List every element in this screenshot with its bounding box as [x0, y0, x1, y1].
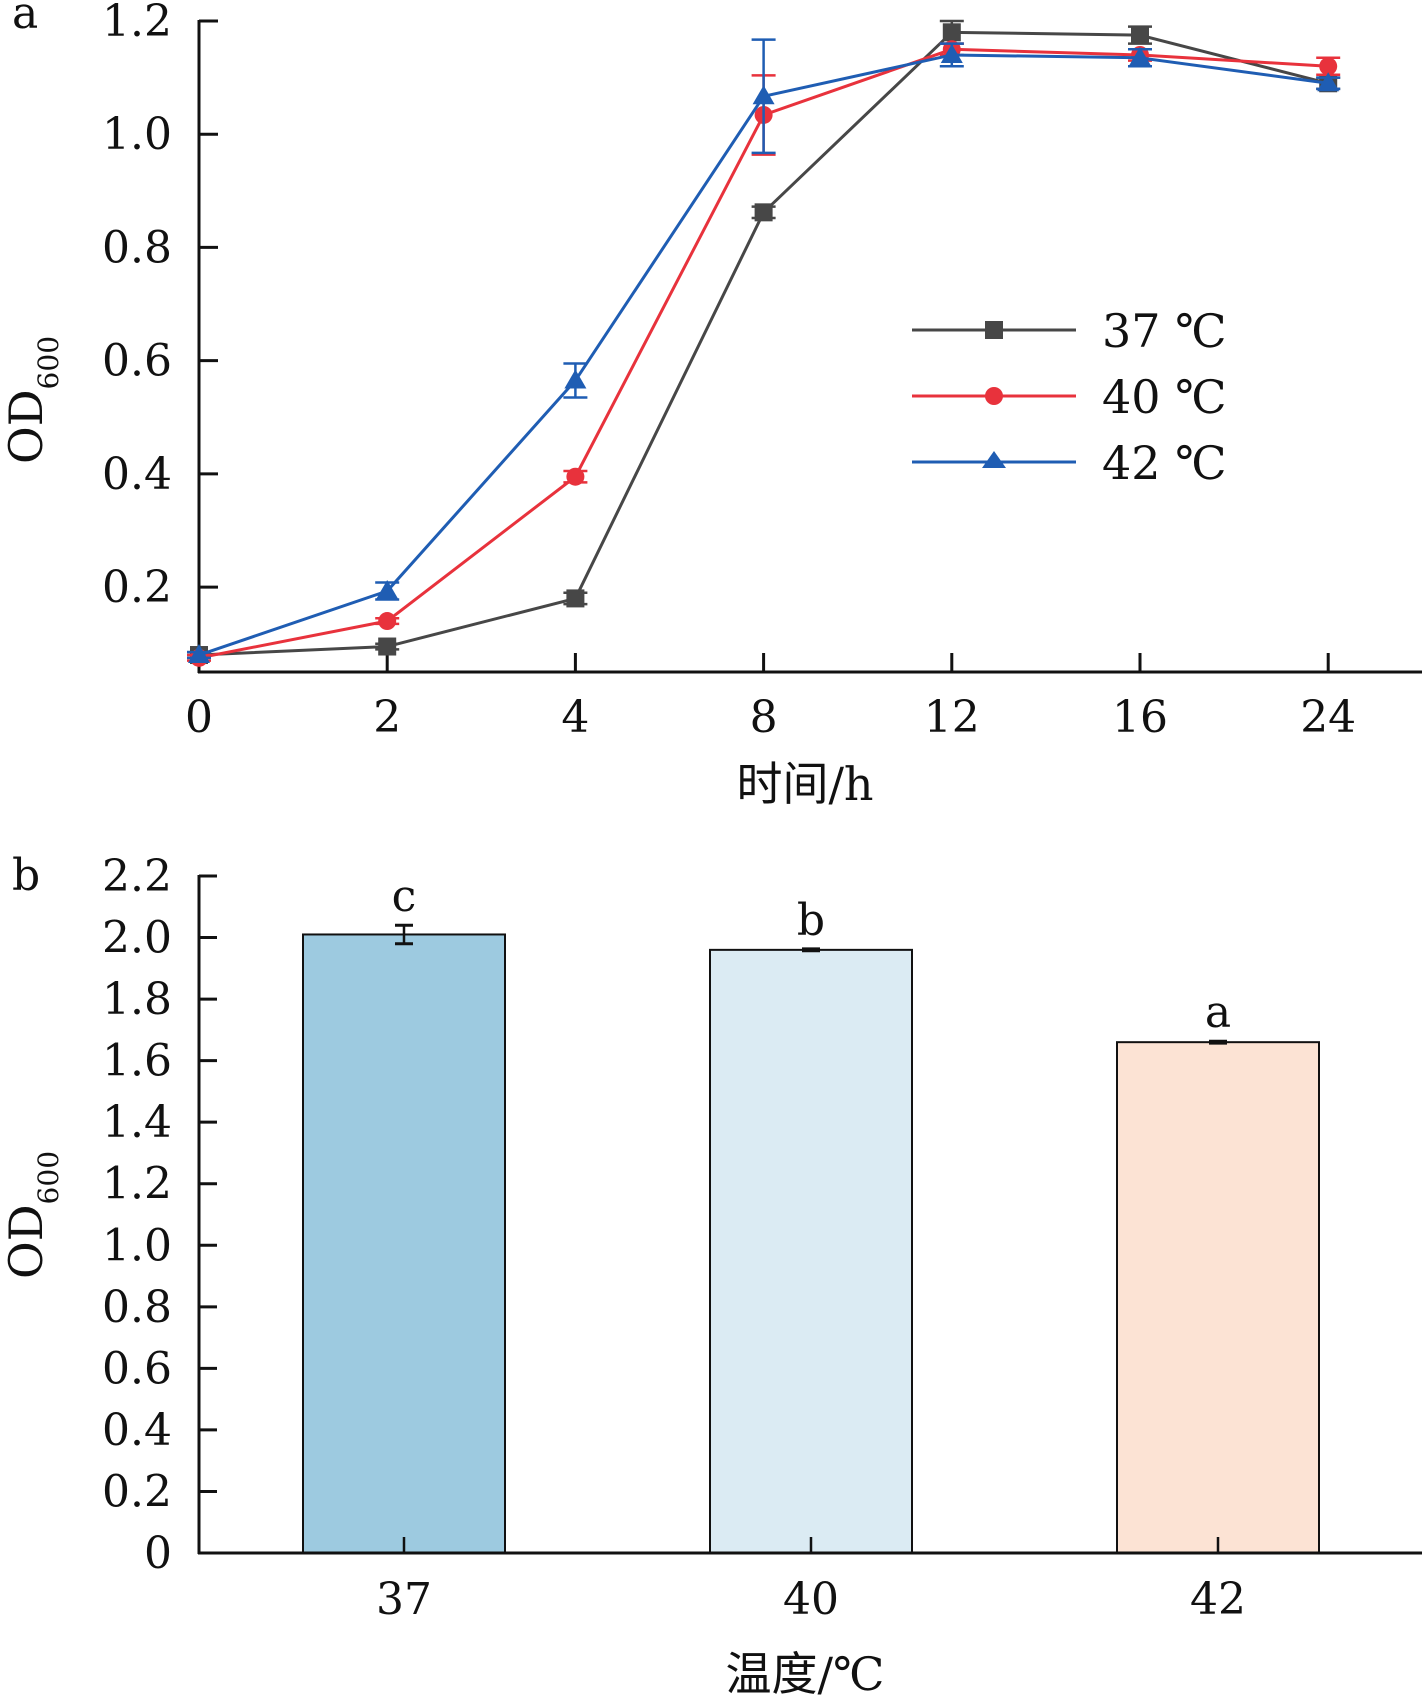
svg-text:OD600: OD600 — [0, 336, 65, 464]
data-point-triangle — [188, 644, 210, 664]
panel-a-y-tick-label: 0.2 — [102, 562, 172, 613]
panel-b-y-axis-title: OD600 — [0, 1151, 65, 1279]
data-point-triangle — [564, 369, 587, 389]
panel-a-x-tick-label: 24 — [1300, 692, 1356, 743]
panel-a-legend: 37 ℃ 40 ℃ 42 ℃ — [912, 304, 1227, 490]
data-point-square — [942, 23, 961, 42]
legend-item: 40 ℃ — [912, 370, 1227, 424]
panel-b-bar-chart: b 0 0.2 0.4 0.6 0.8 1.0 1.2 1.4 1.6 1.8 2.0 2.2 c b a… — [0, 850, 1422, 1699]
panel-a-x-tick-label: 12 — [924, 692, 980, 743]
panel-b-x-ticks: 37 40 42 — [376, 1537, 1246, 1625]
panel-b-y-ticks: 0 0.2 0.4 0.6 0.8 1.0 1.2 1.4 1.6 1.8 2.0 2.2 — [102, 851, 217, 1579]
svg-text:OD600: OD600 — [0, 1151, 65, 1279]
panel-a-y-axis-title: OD600 — [0, 336, 65, 464]
panel-b-x-tick-label: 42 — [1190, 1574, 1246, 1625]
data-point-triangle — [376, 580, 399, 600]
panel-a-y-tick-label: 0.8 — [102, 222, 172, 273]
significance-label: a — [1205, 987, 1231, 1038]
legend-marker-triangle — [982, 451, 1006, 468]
panel-a-y-tick-label: 1.0 — [102, 109, 172, 160]
panel-b-y-tick-label: 0.8 — [102, 1282, 172, 1333]
bar-group: a — [1116, 987, 1320, 1554]
panel-a-y-axis-title-subscript: 600 — [32, 336, 65, 389]
panel-a-x-tick-label: 0 — [185, 692, 213, 743]
panel-a-x-tick-label: 4 — [561, 692, 589, 743]
panel-a-y-ticks: 0.2 0.4 0.6 0.8 1.0 1.2 — [102, 0, 218, 613]
bar — [302, 933, 506, 1554]
panel-a-x-tick-label: 8 — [750, 692, 778, 743]
data-point-triangle — [940, 43, 963, 63]
data-point-circle — [1319, 57, 1338, 76]
bar — [1116, 1041, 1320, 1554]
significance-label: c — [392, 871, 417, 922]
legend-item: 37 ℃ — [912, 304, 1227, 358]
panel-b-y-tick-label: 2.0 — [102, 913, 172, 964]
panel-a-y-tick-label: 0.4 — [102, 449, 172, 500]
panel-b-y-tick-label: 0.6 — [102, 1343, 172, 1394]
data-point-circle — [378, 612, 397, 631]
panel-a-y-tick-label: 1.2 — [102, 0, 172, 47]
legend-label: 42 ℃ — [1102, 436, 1227, 490]
panel-a-label: a — [12, 0, 38, 39]
data-point-square — [1131, 26, 1149, 45]
significance-label: b — [797, 895, 825, 946]
panel-b-y-tick-label: 1.4 — [102, 1097, 172, 1148]
data-point-triangle — [752, 85, 775, 105]
legend-label: 37 ℃ — [1102, 304, 1227, 358]
panel-b-x-axis-title: 温度/℃ — [726, 1647, 885, 1699]
legend-label: 40 ℃ — [1102, 370, 1227, 424]
bar — [709, 948, 913, 1554]
panel-a-line-chart: a 0.20.40.60.81.01.2 0 2 4 8 12 16 24 时间/h OD6… — [0, 0, 1422, 811]
bar-group: b — [709, 895, 913, 1554]
data-point-triangle — [1129, 46, 1151, 66]
panel-b-y-tick-label: 0.4 — [102, 1405, 172, 1456]
bar-group: c — [302, 871, 506, 1554]
panel-b-y-axis-title-subscript: 600 — [32, 1151, 65, 1204]
panel-a-y-axis-title-main: OD — [0, 389, 53, 464]
legend-marker-circle — [985, 387, 1003, 405]
panel-b-y-tick-label: 1.0 — [102, 1220, 172, 1271]
data-point-triangle — [1317, 72, 1340, 92]
panel-b-y-axis-title-main: OD — [0, 1204, 53, 1279]
legend-marker-square — [985, 321, 1003, 339]
panel-b-label: b — [12, 850, 40, 901]
data-point-square — [566, 589, 585, 608]
panel-b-y-tick-label: 1.8 — [102, 974, 172, 1025]
panel-b-y-tick-label: 0.2 — [102, 1466, 172, 1517]
data-point-square — [378, 637, 397, 656]
panel-b-x-tick-label: 37 — [376, 1574, 432, 1625]
panel-b-bars: c b a — [302, 871, 1320, 1554]
legend-item: 42 ℃ — [912, 436, 1227, 490]
data-point-square — [754, 203, 773, 222]
panel-a-x-tick-label: 2 — [373, 692, 401, 743]
panel-b-y-tick-label: 0 — [144, 1528, 172, 1579]
panel-b-y-tick-label: 1.6 — [102, 1036, 172, 1087]
panel-a-series — [187, 19, 1341, 667]
panel-a-x-axis-title: 时间/h — [736, 757, 873, 811]
series-triangle — [187, 38, 1341, 664]
panel-a-x-tick-label: 16 — [1112, 692, 1168, 743]
panel-b-y-tick-label: 1.2 — [102, 1159, 172, 1210]
panel-b-x-tick-label: 40 — [783, 1574, 839, 1625]
data-point-circle — [566, 467, 585, 486]
panel-a-y-tick-label: 0.6 — [102, 336, 172, 387]
panel-b-y-tick-label: 2.2 — [102, 851, 172, 902]
panel-a-x-ticks: 0 2 4 8 12 16 24 — [185, 653, 1356, 743]
